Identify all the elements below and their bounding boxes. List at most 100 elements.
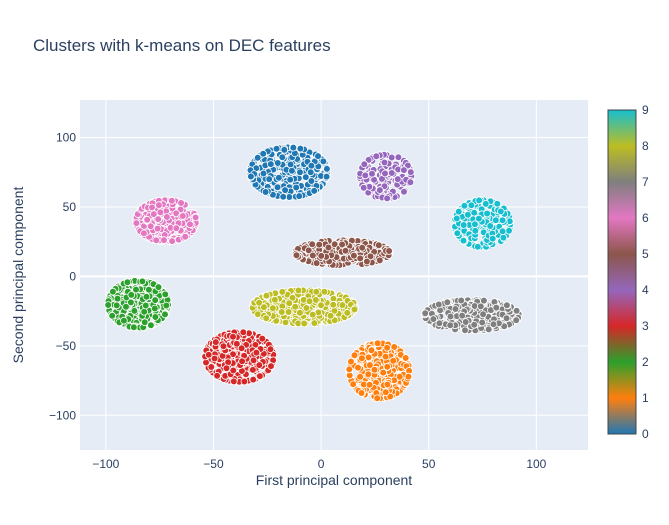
scatter-point-cluster-0	[319, 157, 328, 166]
scatter-point-cluster-5	[356, 254, 365, 263]
scatter-point-cluster-9	[481, 200, 490, 208]
scatter-point-cluster-6	[146, 222, 155, 231]
scatter-point-cluster-2	[151, 296, 160, 304]
scatter-point-cluster-0	[265, 175, 274, 183]
y-tick-label: −50	[56, 339, 77, 353]
scatter-point-cluster-7	[434, 300, 443, 309]
scatter-point-cluster-9	[473, 242, 482, 251]
scatter-point-cluster-1	[379, 368, 388, 377]
scatter-point-cluster-2	[151, 313, 160, 321]
colorbar-tick-label: 8	[642, 139, 649, 153]
scatter-point-cluster-7	[479, 310, 487, 319]
scatter-point-cluster-8	[305, 297, 314, 306]
scatter-point-cluster-0	[310, 187, 319, 195]
scatter-point-cluster-8	[310, 319, 319, 327]
scatter-point-cluster-7	[476, 302, 485, 311]
scatter-point-cluster-1	[370, 365, 379, 374]
scatter-point-cluster-2	[161, 290, 170, 299]
scatter-point-cluster-5	[317, 252, 326, 260]
scatter-point-cluster-5	[312, 259, 321, 267]
scatter-point-cluster-8	[278, 288, 287, 296]
colorbar-tick-label: 0	[642, 427, 649, 441]
scatter-point-cluster-8	[300, 319, 309, 328]
scatter-point-cluster-1	[354, 363, 362, 372]
scatter-point-cluster-0	[286, 160, 295, 169]
scatter-point-cluster-1	[364, 370, 373, 379]
scatter-point-cluster-6	[154, 215, 163, 223]
scatter-point-cluster-2	[141, 301, 150, 310]
scatter-point-cluster-5	[366, 252, 375, 261]
scatter-point-cluster-1	[373, 339, 382, 348]
scatter-point-cluster-0	[289, 143, 298, 152]
scatter-point-cluster-7	[446, 321, 455, 330]
scatter-point-cluster-5	[350, 251, 358, 260]
scatter-point-cluster-5	[324, 243, 333, 252]
scatter-point-cluster-4	[387, 169, 396, 177]
scatter-point-cluster-6	[168, 197, 176, 205]
scatter-point-cluster-3	[230, 377, 238, 386]
scatter-point-cluster-3	[233, 339, 241, 348]
scatter-point-cluster-0	[281, 186, 289, 194]
scatter-point-cluster-0	[261, 188, 270, 196]
scatter-point-cluster-2	[104, 301, 112, 309]
scatter-point-cluster-8	[312, 287, 321, 296]
scatter-point-cluster-5	[308, 251, 317, 260]
scatter-point-cluster-6	[156, 208, 165, 217]
scatter-point-cluster-9	[505, 227, 513, 235]
scatter-point-cluster-4	[372, 152, 381, 161]
scatter-point-cluster-7	[503, 301, 511, 310]
scatter-point-cluster-6	[153, 224, 162, 233]
scatter-point-cluster-8	[260, 303, 268, 311]
scatter-point-cluster-0	[272, 144, 281, 153]
scatter-point-cluster-3	[210, 354, 219, 363]
scatter-point-cluster-3	[266, 345, 275, 354]
scatter-point-cluster-4	[393, 175, 402, 183]
scatter-point-cluster-0	[278, 153, 287, 162]
scatter-point-cluster-6	[140, 229, 148, 238]
scatter-point-cluster-7	[429, 315, 438, 323]
scatter-point-cluster-3	[249, 366, 257, 374]
colorbar-ticks: 0 1 2 3 4 5 6 7 8 9	[642, 103, 649, 441]
scatter-point-cluster-1	[350, 351, 359, 360]
scatter-point-cluster-7	[446, 312, 455, 321]
scatter-point-cluster-8	[284, 308, 293, 316]
scatter-point-cluster-9	[467, 201, 476, 210]
scatter-point-cluster-8	[326, 311, 335, 320]
scatter-point-cluster-3	[238, 357, 246, 366]
scatter-point-cluster-9	[498, 227, 507, 236]
scatter-point-cluster-6	[143, 215, 152, 224]
colorbar-tick-label: 1	[642, 391, 649, 405]
scatter-point-cluster-2	[130, 307, 139, 315]
scatter-point-cluster-5	[375, 256, 384, 265]
y-axis-title: Second principal component	[10, 187, 26, 364]
colorbar	[607, 109, 637, 435]
scatter-point-cluster-6	[177, 199, 185, 207]
scatter-points	[104, 143, 523, 403]
scatter-point-cluster-3	[229, 332, 237, 341]
scatter-point-cluster-7	[457, 296, 466, 305]
scatter-point-cluster-1	[381, 388, 390, 397]
scatter-point-cluster-2	[109, 287, 117, 296]
scatter-point-cluster-1	[365, 380, 374, 389]
scatter-point-cluster-3	[237, 344, 246, 353]
scatter-point-cluster-1	[383, 362, 392, 371]
scatter-point-cluster-3	[255, 361, 264, 369]
scatter-point-cluster-1	[404, 372, 413, 381]
scatter-point-cluster-1	[395, 372, 404, 381]
scatter-point-cluster-2	[113, 294, 122, 303]
scatter-point-cluster-1	[364, 353, 373, 362]
scatter-point-cluster-3	[249, 375, 258, 384]
scatter-point-cluster-9	[496, 207, 505, 216]
scatter-point-cluster-3	[212, 338, 220, 346]
scatter-point-cluster-0	[296, 144, 305, 153]
colorbar-tick-label: 5	[642, 247, 649, 261]
scatter-point-cluster-7	[512, 316, 520, 325]
scatter-point-cluster-1	[389, 356, 398, 365]
scatter-point-cluster-1	[347, 357, 355, 366]
scatter-point-cluster-9	[453, 229, 462, 238]
colorbar-tick-label: 7	[642, 175, 649, 189]
scatter-point-cluster-8	[311, 296, 320, 304]
scatter-point-cluster-0	[288, 167, 296, 175]
scatter-point-cluster-4	[360, 160, 369, 169]
scatter-point-cluster-9	[460, 202, 469, 210]
